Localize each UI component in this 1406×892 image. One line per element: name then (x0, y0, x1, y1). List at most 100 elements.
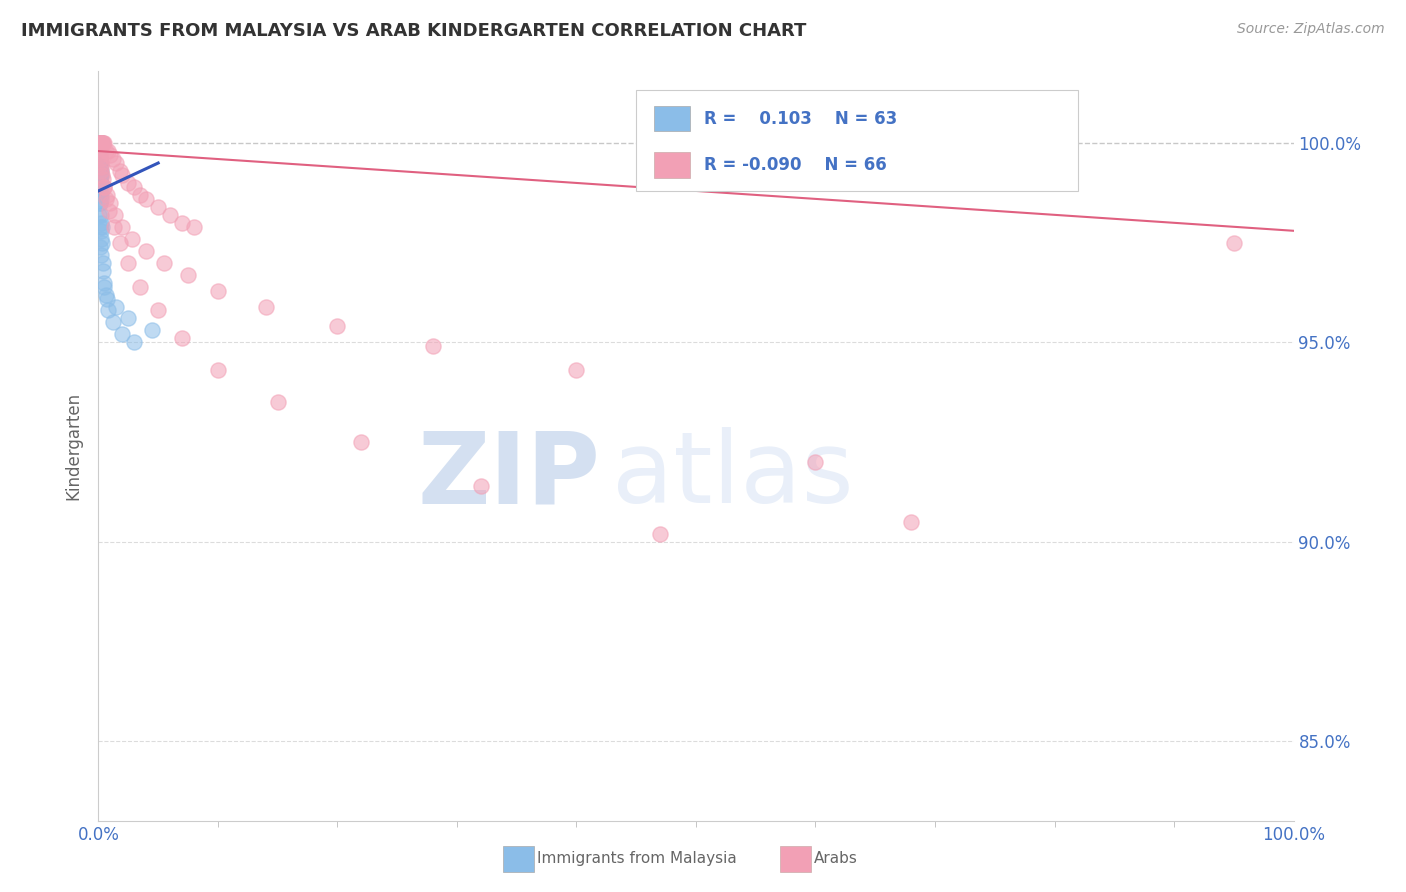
FancyBboxPatch shape (654, 153, 690, 178)
Point (90, 164, 112, 178)
Point (93, 279, 115, 293)
FancyBboxPatch shape (637, 90, 1078, 191)
Point (89, 156, 111, 170)
Point (89, 168, 111, 182)
Point (90, 248, 112, 262)
Point (89, 136, 111, 150)
Point (148, 200, 170, 214)
Point (89, 148, 111, 162)
Text: atlas: atlas (613, 427, 853, 524)
Point (91, 172, 114, 186)
Point (89, 219, 111, 234)
Point (89, 160, 111, 174)
Point (96, 292, 118, 306)
Point (90, 136, 112, 150)
Point (97, 144, 120, 158)
Text: IMMIGRANTS FROM MALAYSIA VS ARAB KINDERGARTEN CORRELATION CHART: IMMIGRANTS FROM MALAYSIA VS ARAB KINDERG… (21, 22, 807, 40)
Point (90, 232, 112, 246)
Point (90, 160, 112, 174)
Point (117, 311, 139, 326)
Point (177, 268, 200, 282)
Point (135, 244, 157, 258)
Point (93, 276, 115, 290)
Point (254, 300, 277, 314)
Point (87, 152, 110, 166)
Point (91, 168, 114, 182)
Point (207, 284, 229, 298)
Point (89, 160, 111, 174)
Point (91, 235, 114, 250)
Point (141, 323, 163, 337)
Point (1223, 235, 1246, 250)
Point (90, 136, 112, 150)
Point (90, 164, 112, 178)
Point (93, 180, 115, 194)
Point (804, 455, 827, 469)
Point (89, 156, 111, 170)
Point (101, 152, 124, 166)
Point (89, 140, 111, 154)
Point (89, 195, 111, 210)
Point (97, 303, 120, 318)
Point (101, 315, 124, 329)
Point (89, 148, 111, 162)
Point (103, 219, 125, 234)
Point (89, 240, 111, 254)
Point (89, 184, 111, 198)
Point (87, 144, 110, 158)
Point (96, 192, 118, 206)
Point (90, 184, 112, 198)
Point (90, 224, 112, 238)
Point (89, 136, 111, 150)
Point (90, 188, 112, 202)
Point (117, 176, 139, 190)
Point (105, 156, 128, 170)
Point (89, 208, 111, 222)
Point (89, 164, 111, 178)
Point (90, 216, 112, 230)
Point (89, 136, 111, 150)
Point (89, 136, 111, 150)
Point (326, 319, 349, 334)
Point (94, 144, 117, 158)
Point (89, 180, 111, 194)
Point (89, 136, 111, 150)
Point (98, 148, 122, 162)
Point (470, 479, 492, 493)
Point (91, 136, 114, 150)
Point (93, 136, 115, 150)
Point (89, 172, 111, 186)
Point (89, 136, 111, 150)
Point (105, 300, 128, 314)
Point (89, 168, 111, 182)
Point (89, 176, 111, 190)
Point (267, 395, 290, 409)
Point (89, 144, 111, 158)
Point (89, 152, 111, 166)
Point (159, 208, 181, 222)
Point (129, 279, 152, 293)
Point (87, 136, 110, 150)
Point (90, 136, 112, 150)
Point (90, 136, 112, 150)
Point (172, 331, 194, 345)
Point (96, 188, 118, 202)
Point (111, 168, 134, 182)
Point (90, 136, 112, 150)
FancyBboxPatch shape (654, 105, 690, 131)
Point (91, 136, 114, 150)
Point (111, 219, 134, 234)
Text: Immigrants from Malaysia: Immigrants from Malaysia (537, 852, 737, 866)
Point (148, 303, 170, 318)
Point (91, 136, 114, 150)
Point (90, 156, 112, 170)
Point (111, 327, 134, 342)
Text: ZIP: ZIP (418, 427, 600, 524)
Point (89, 156, 111, 170)
Point (129, 188, 152, 202)
Point (87, 136, 110, 150)
Text: Source: ZipAtlas.com: Source: ZipAtlas.com (1237, 22, 1385, 37)
Point (98, 195, 122, 210)
Point (117, 255, 139, 269)
Point (124, 335, 146, 350)
